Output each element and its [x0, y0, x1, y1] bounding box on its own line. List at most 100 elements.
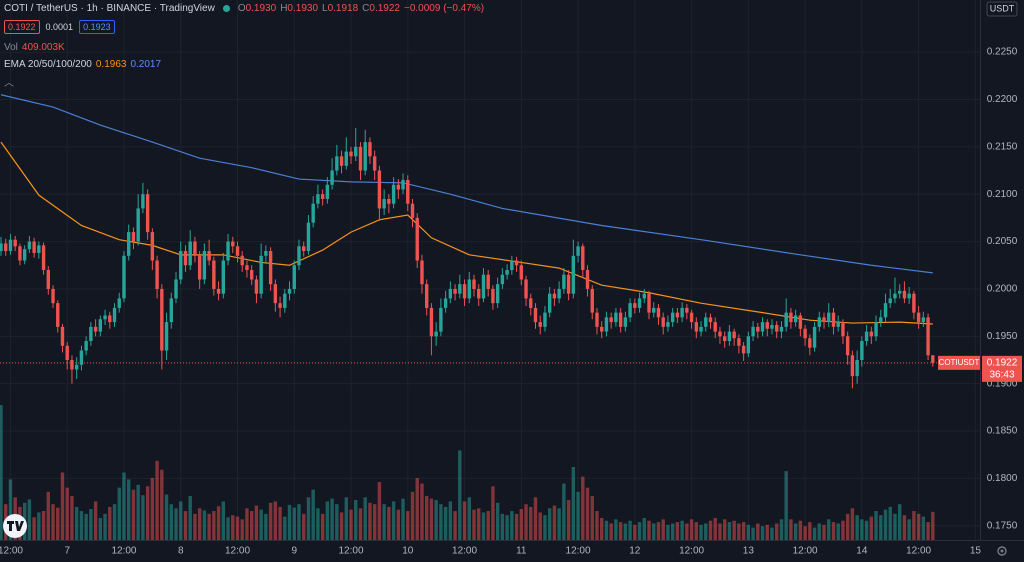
- symbol-tag-bg: [938, 355, 980, 370]
- volume-bar: [874, 511, 878, 540]
- candle-body: [680, 307, 684, 318]
- volume-bar: [741, 522, 746, 540]
- volume-bar: [689, 519, 694, 540]
- candle-body: [661, 317, 665, 327]
- volume-bar: [912, 511, 916, 540]
- volume-bar: [879, 515, 883, 540]
- volume-bar: [510, 511, 514, 540]
- y-tick-label: 0.2200: [987, 94, 1018, 105]
- x-tick-label: 14: [856, 546, 868, 557]
- change: −0.0009 (−0.47%): [404, 3, 485, 14]
- candle-body: [708, 317, 713, 323]
- x-tick-label: 11: [516, 546, 527, 557]
- candle-body: [855, 360, 859, 377]
- y-tick-label: 0.1950: [987, 331, 1018, 342]
- candle-body: [164, 322, 169, 351]
- candle-body: [543, 312, 547, 327]
- candle-body: [13, 239, 17, 247]
- candle-body: [670, 312, 675, 323]
- volume-bar: [585, 487, 590, 540]
- y-tick-label: 0.2100: [987, 189, 1018, 200]
- candle-body: [741, 345, 746, 354]
- buy-button[interactable]: 0.1923: [79, 20, 115, 34]
- candle-body: [902, 290, 907, 299]
- volume-bar: [127, 479, 131, 540]
- candle-body: [491, 288, 495, 304]
- candle-body: [883, 303, 888, 318]
- candle-body: [212, 260, 216, 289]
- candle-body: [70, 360, 74, 370]
- volume-bar: [898, 504, 902, 540]
- ohlc-item: H0.1930: [280, 3, 318, 14]
- volume-bar: [850, 508, 855, 540]
- sell-button[interactable]: 0.1922: [4, 20, 40, 34]
- volume-bar: [169, 504, 173, 540]
- countdown: 36:43: [989, 369, 1014, 380]
- x-tick-label: 7: [64, 546, 70, 557]
- ema-legend: EMA 20/50/100/200 0.1963 0.2017: [4, 59, 161, 70]
- volume-bar: [420, 483, 424, 540]
- candle-body: [278, 303, 282, 308]
- volume-bar: [869, 516, 874, 540]
- volume-bar: [287, 504, 292, 540]
- volume-bar: [448, 501, 453, 540]
- trade-row: 0.1922 0.0001 0.1923: [4, 20, 115, 34]
- legend-row: COTI / TetherUS · 1h · BINANCE · Trading…: [4, 3, 484, 14]
- volume-bar: [822, 524, 826, 540]
- ema-line: [0, 94, 933, 274]
- candle-body: [136, 208, 140, 242]
- volume-bar: [302, 513, 306, 540]
- candle-body: [401, 180, 405, 190]
- candle-body: [226, 241, 230, 261]
- volume-bar: [751, 527, 755, 540]
- settings-icon[interactable]: [997, 546, 1007, 556]
- volume-bar: [902, 515, 907, 540]
- candle-body: [273, 284, 278, 304]
- candle-body: [652, 307, 656, 313]
- candle-body: [595, 312, 599, 327]
- candle-body: [756, 326, 760, 332]
- volume-bar: [680, 520, 684, 540]
- volume-bar: [231, 515, 235, 540]
- volume-bar: [576, 491, 580, 540]
- candle-body: [103, 315, 107, 320]
- candle-body: [207, 251, 211, 261]
- volume-bar: [103, 513, 107, 540]
- volume-bar: [552, 505, 557, 540]
- volume-bar: [183, 511, 188, 540]
- volume-bar: [387, 506, 391, 540]
- x-tick-label: 12: [629, 546, 641, 557]
- currency-box[interactable]: [986, 1, 1018, 17]
- candle-body: [666, 322, 670, 327]
- volume-bar: [268, 502, 273, 540]
- candle-body: [604, 317, 609, 332]
- candle-body: [193, 241, 197, 256]
- candle-body: [410, 203, 415, 218]
- candle-body: [60, 326, 65, 346]
- candle-body: [495, 284, 500, 304]
- collapse-toggle[interactable]: ︿: [4, 78, 14, 89]
- candle-body: [798, 315, 803, 329]
- volume-bar: [354, 500, 358, 540]
- candle-body: [368, 142, 372, 157]
- candle-body: [4, 243, 8, 252]
- candle-body: [926, 317, 930, 356]
- volume-bar: [56, 507, 60, 540]
- candle-body: [174, 279, 178, 299]
- candle-body: [415, 217, 419, 261]
- volume-bar: [472, 509, 476, 540]
- candle-body: [462, 284, 467, 299]
- candle-body: [874, 322, 878, 337]
- volume-bar: [65, 487, 69, 540]
- candle-body: [609, 317, 613, 323]
- candle-body: [443, 298, 448, 308]
- candle-body: [566, 274, 571, 294]
- volume-bar: [699, 524, 703, 540]
- volume-bar: [921, 516, 926, 540]
- volume-bar: [600, 517, 604, 540]
- volume-bar: [70, 495, 74, 540]
- candle-body: [685, 307, 689, 313]
- candle-body: [713, 322, 717, 332]
- candle-body: [623, 317, 628, 327]
